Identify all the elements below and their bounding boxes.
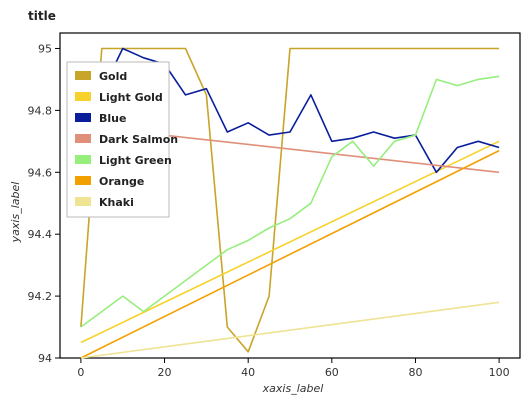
x-tick-label-2: 40 <box>241 366 255 379</box>
series-line-khaki <box>80 301 500 359</box>
legend-swatch-orange <box>75 176 91 185</box>
legend-label-dark-salmon: Dark Salmon <box>99 133 178 146</box>
legend-swatch-light-green <box>75 155 91 164</box>
legend-swatch-gold <box>75 71 91 80</box>
legend-label-light-green: Light Green <box>99 154 172 167</box>
legend-label-khaki: Khaki <box>99 196 134 209</box>
legend-label-light-gold: Light Gold <box>99 91 163 104</box>
legend-swatch-khaki <box>75 197 91 206</box>
legend: Gold Light Gold Blue Dark Salmon Light Green… <box>66 61 178 218</box>
y-axis-title: yaxis_label <box>9 182 22 244</box>
y-tick-label-5: 95 <box>38 42 52 55</box>
series-line-light-gold <box>80 140 500 344</box>
legend-label-gold: Gold <box>99 70 127 83</box>
legend-swatch-blue <box>75 113 91 122</box>
y-tick-label-1: 94.2 <box>28 290 53 303</box>
x-tick-label-3: 60 <box>325 366 339 379</box>
x-tick-label-4: 80 <box>408 366 422 379</box>
x-tick-label-5: 100 <box>489 366 510 379</box>
series-line-orange <box>80 149 500 359</box>
x-tick-label-0: 0 <box>77 366 84 379</box>
legend-swatch-light-gold <box>75 92 91 101</box>
series-line-gold <box>80 47 500 353</box>
y-tick-label-0: 94 <box>38 352 52 365</box>
series-layer <box>80 47 500 359</box>
series-line-light-green <box>80 75 500 328</box>
x-axis-title: xaxis_label <box>262 382 324 395</box>
series-line-blue <box>80 47 500 174</box>
y-tick-label-3: 94.6 <box>28 166 53 179</box>
y-tick-label-2: 94.4 <box>28 228 53 241</box>
plot-frame <box>59 32 521 359</box>
legend-swatch-dark-salmon <box>75 134 91 143</box>
chart-title: title <box>28 9 56 23</box>
x-tick-label-1: 20 <box>158 366 172 379</box>
legend-label-blue: Blue <box>99 112 126 125</box>
axes: 94 94.2 94.4 94.6 94.8 95 0 20 40 60 80 100 <box>28 32 521 379</box>
y-tick-label-4: 94.8 <box>28 104 53 117</box>
legend-label-orange: Orange <box>99 175 144 188</box>
